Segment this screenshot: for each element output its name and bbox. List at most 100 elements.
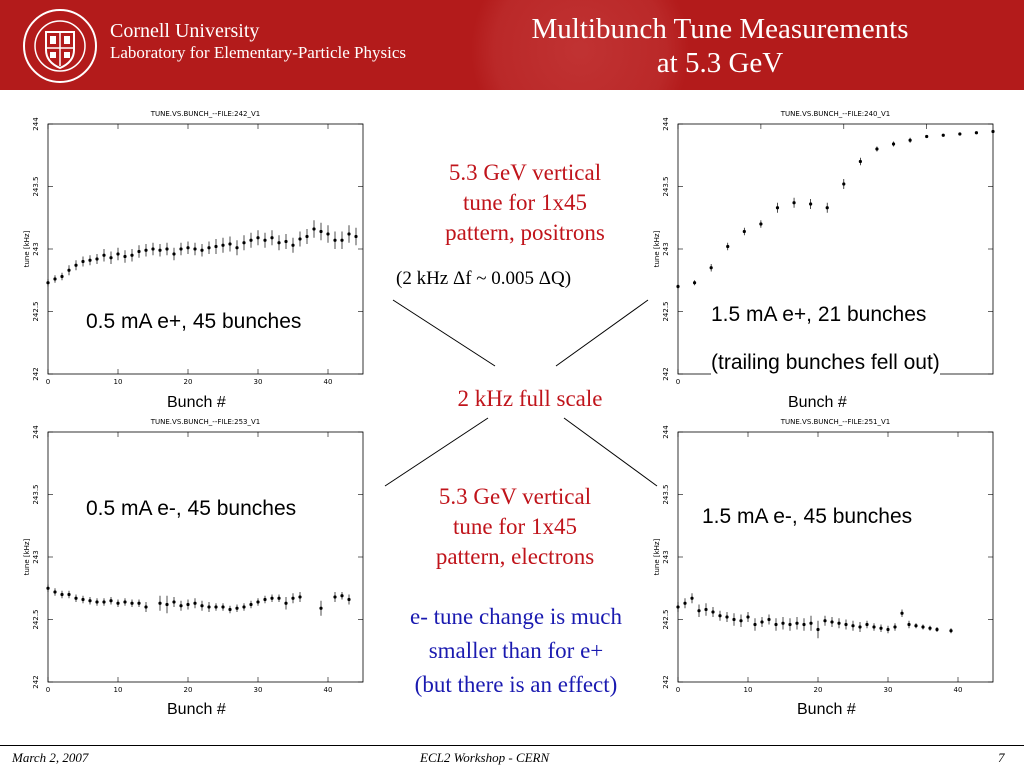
data-point: [781, 621, 785, 625]
data-point: [726, 244, 730, 249]
data-point: [256, 236, 260, 240]
data-point: [340, 238, 344, 242]
data-point: [214, 244, 218, 249]
data-point: [891, 142, 896, 146]
annotation-line-2: (trailing bunches fell out): [711, 339, 940, 387]
data-point: [851, 624, 855, 628]
data-point: [109, 599, 113, 603]
title-line-1: Multibunch Tune Measurements: [531, 13, 909, 45]
data-point: [95, 257, 99, 261]
data-point: [319, 606, 323, 610]
data-point: [116, 252, 120, 256]
data-point: [298, 237, 302, 241]
org-lab: Laboratory for Elementary-Particle Physi…: [110, 43, 406, 62]
data-point: [221, 243, 225, 247]
data-point: [676, 605, 680, 609]
data-point: [842, 182, 846, 186]
text-line: tune for 1x45: [453, 514, 577, 539]
data-point: [67, 268, 71, 272]
electron-description: 5.3 GeV vertical tune for 1x45 pattern, …: [390, 482, 640, 572]
data-point: [179, 604, 183, 608]
xlabel-bottom-left: Bunch #: [167, 701, 226, 718]
y-tick-label: 242: [662, 367, 670, 380]
y-tick-label: 243.5: [32, 176, 40, 196]
y-tick-label: 244: [32, 117, 40, 131]
x-tick-label: 40: [324, 378, 333, 386]
x-tick-label: 0: [676, 686, 680, 694]
data-point: [46, 281, 50, 285]
plot-annotation-bottom-right: 1.5 mA e-, 45 bunches: [702, 505, 913, 529]
connector-line: [555, 299, 649, 367]
y-tick-label: 244: [32, 425, 40, 439]
y-tick-label: 242: [662, 675, 670, 688]
x-tick-label: 0: [676, 378, 680, 386]
slide-header: Cornell University Laboratory for Elemen…: [0, 0, 1024, 90]
data-point: [816, 627, 820, 632]
data-point: [214, 605, 218, 609]
y-tick-label: 242.5: [662, 301, 670, 321]
data-point: [284, 601, 288, 605]
seal-watermark: [470, 0, 690, 90]
data-point: [844, 622, 848, 627]
data-point: [802, 622, 806, 627]
data-point: [235, 246, 239, 250]
data-point: [186, 246, 190, 250]
data-point: [739, 619, 743, 623]
plot-top-left: TUNE.VS.BUNCH_--FILE:242_V1 0 10 20 30 40 242 2…: [20, 104, 375, 386]
data-point: [974, 131, 979, 135]
data-point: [941, 133, 945, 137]
x-tick-label: 20: [814, 686, 823, 694]
data-point: [742, 229, 746, 234]
data-point: [825, 206, 829, 210]
data-point: [74, 263, 78, 267]
y-axis-label: tune [kHz]: [23, 538, 31, 575]
plot-bottom-left: TUNE.VS.BUNCH_--FILE:253_V1 0 10 20 30 40 242 2…: [20, 412, 375, 694]
data-point: [704, 607, 708, 612]
plot-frame: [47, 123, 364, 375]
footer-divider: [0, 745, 1024, 746]
data-point: [193, 247, 197, 251]
data-point: [921, 625, 925, 629]
data-point: [172, 600, 176, 604]
data-point: [109, 256, 113, 260]
y-tick-label: 243.5: [662, 484, 670, 504]
data-point: [249, 238, 253, 242]
data-point: [60, 592, 64, 597]
data-point: [759, 222, 763, 226]
x-tick-label: 0: [46, 378, 50, 386]
text-line: pattern, positrons: [445, 220, 605, 245]
data-point: [193, 601, 197, 605]
text-line: e- tune change is much: [409, 604, 623, 629]
full-scale-note: 2 kHz full scale: [457, 386, 603, 411]
y-tick-label: 243.5: [662, 176, 670, 196]
x-tick-label: 10: [114, 686, 123, 694]
data-point: [676, 284, 680, 289]
data-point: [144, 248, 148, 252]
data-point: [207, 605, 211, 609]
data-point: [172, 252, 176, 256]
data-point: [746, 615, 750, 619]
data-point: [732, 617, 736, 622]
x-tick-label: 40: [324, 686, 333, 694]
data-point: [908, 138, 912, 142]
data-point: [249, 602, 253, 607]
data-point: [865, 622, 869, 627]
data-point: [95, 600, 99, 604]
data-point: [263, 597, 267, 602]
data-point: [949, 629, 953, 633]
org-name: Cornell University: [110, 20, 260, 42]
organization: Cornell University Laboratory for Elemen…: [110, 20, 406, 64]
data-point: [914, 624, 918, 628]
xlabel-top-left: Bunch #: [167, 394, 226, 411]
text-line: 5.3 GeV vertical: [438, 484, 592, 509]
data-point: [340, 594, 344, 598]
data-point: [291, 596, 295, 600]
data-point: [221, 605, 225, 609]
data-point: [886, 627, 890, 632]
x-tick-label: 0: [46, 686, 50, 694]
annotation-line-1: 1.5 mA e+, 21 bunches: [711, 291, 927, 339]
data-point: [53, 277, 57, 281]
data-point: [242, 241, 246, 245]
text-line: smaller than for e+: [428, 638, 604, 663]
data-point: [200, 248, 204, 252]
